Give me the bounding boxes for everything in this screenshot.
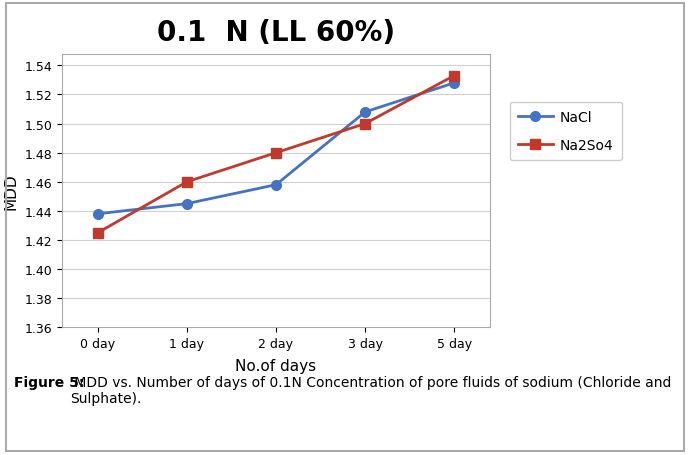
NaCl xyxy=(94,212,102,217)
Text: MDD vs. Number of days of 0.1N Concentration of pore fluids of sodium (Chloride : MDD vs. Number of days of 0.1N Concentra… xyxy=(70,375,672,405)
Na2So4 xyxy=(361,121,369,127)
NaCl xyxy=(183,202,191,207)
Title: 0.1  N (LL 60%): 0.1 N (LL 60%) xyxy=(157,19,395,47)
Na2So4 xyxy=(450,74,458,79)
X-axis label: No.of days: No.of days xyxy=(235,359,317,374)
Na2So4 xyxy=(183,180,191,185)
Na2So4 xyxy=(94,231,102,236)
Line: NaCl: NaCl xyxy=(93,79,459,219)
NaCl xyxy=(361,110,369,116)
Text: Figure 5:: Figure 5: xyxy=(14,375,84,389)
NaCl xyxy=(450,81,458,86)
Legend: NaCl, Na2So4: NaCl, Na2So4 xyxy=(510,102,622,161)
Na2So4 xyxy=(272,151,280,156)
Line: Na2So4: Na2So4 xyxy=(93,71,459,238)
Y-axis label: MDD: MDD xyxy=(4,173,19,209)
NaCl xyxy=(272,182,280,188)
